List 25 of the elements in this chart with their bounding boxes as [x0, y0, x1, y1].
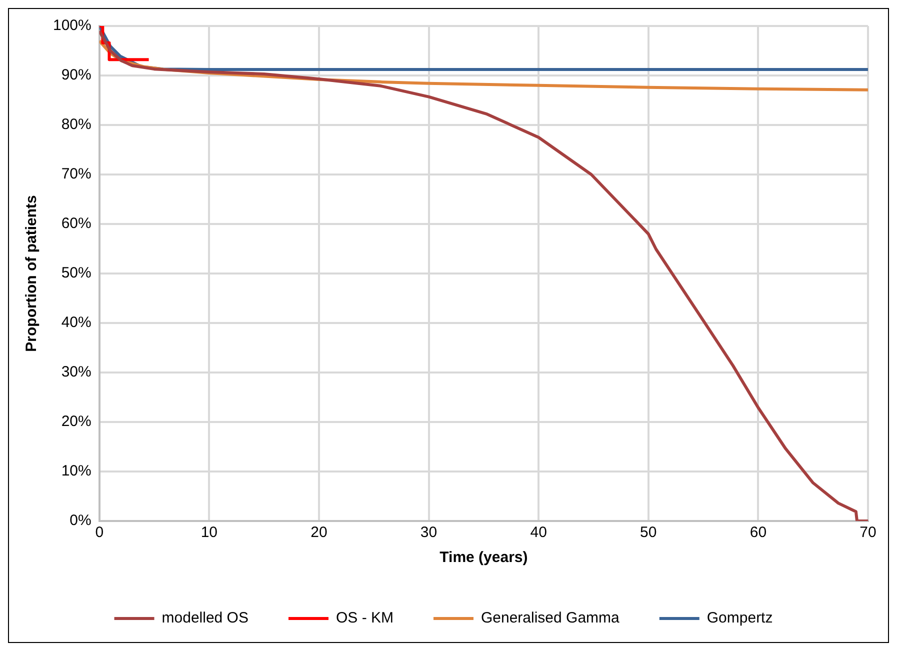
y-tick-label: 90%: [61, 66, 92, 84]
x-tick-label: 50: [640, 524, 657, 542]
y-tick-label: 30%: [61, 364, 92, 381]
x-tick-label: 40: [530, 524, 547, 542]
y-tick-label: 10%: [61, 462, 92, 480]
y-tick-label: 80%: [61, 116, 92, 134]
x-tick-label: 20: [310, 524, 328, 542]
x-tick-label: 10: [200, 524, 218, 542]
y-tick-label: 50%: [61, 264, 92, 282]
x-tick-label: 0: [95, 524, 104, 542]
y-tick-label: 60%: [61, 215, 92, 232]
x-axis-title: Time (years): [440, 549, 528, 566]
legend-label: Generalised Gamma: [480, 610, 620, 627]
x-tick-label: 30: [420, 524, 438, 542]
legend-label: OS - KM: [336, 610, 394, 627]
y-tick-label: 70%: [61, 166, 92, 183]
y-tick-label: 20%: [61, 413, 92, 430]
x-tick-label: 70: [860, 524, 876, 542]
y-tick-label: 100%: [52, 17, 92, 34]
x-tick-label: 60: [750, 524, 767, 542]
y-axis-title: Proportion of patients: [23, 195, 40, 352]
y-tick-label: 40%: [61, 314, 92, 332]
y-tick-label: 0%: [70, 512, 92, 530]
legend-label: modelled OS: [162, 610, 248, 627]
legend-label: Gompertz: [706, 610, 773, 627]
